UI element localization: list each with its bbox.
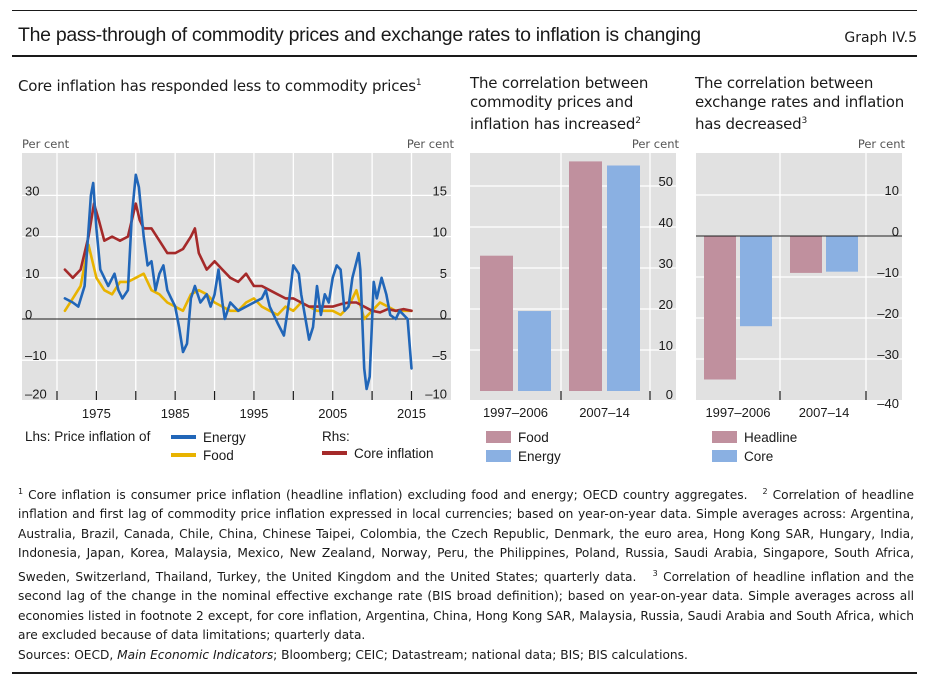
graph-title: The pass-through of commodity prices and… — [18, 24, 701, 46]
left-x-tick-label: 1985 — [161, 406, 190, 421]
right-bar-core-0 — [740, 236, 772, 327]
footnote-1-mark: 1 — [18, 487, 24, 496]
sources-prefix: Sources: OECD, — [18, 648, 118, 662]
left-panel-title-text: Core inflation has responded less to com… — [18, 77, 416, 95]
right-x-category-label: 2007–14 — [799, 405, 850, 420]
mid-y-tick-label: 10 — [659, 338, 673, 353]
right-bar-core-1 — [826, 236, 858, 272]
mid-legend-label-energy: Energy — [518, 449, 561, 464]
right-bar-headline-0 — [704, 236, 736, 380]
legend-lhs-label: Lhs: Price inflation of — [25, 429, 151, 444]
left-x-tick-label: 2005 — [318, 406, 347, 421]
left-x-tick-label: 1975 — [82, 406, 111, 421]
mid-y-tick-label: 40 — [659, 215, 673, 230]
right-legend-swatch-headline — [712, 431, 737, 443]
footnote-ref-2: 2 — [635, 116, 641, 126]
footnote-2: Correlation of headline inflation and fi… — [18, 488, 915, 584]
sources-italic: Main Economic Indicators — [117, 648, 274, 662]
mid-legend-label-food: Food — [518, 430, 549, 445]
bottom-rule — [12, 672, 917, 674]
right-bar-headline-1 — [790, 236, 822, 273]
mid-x-category-label: 1997–2006 — [483, 405, 548, 420]
top-rule — [12, 10, 917, 11]
right-y-tick-label: 0 — [892, 224, 899, 239]
mid-y-tick-label: 50 — [659, 174, 673, 189]
right-y-tick-label: –40 — [877, 396, 899, 411]
footnote-ref-1: 1 — [415, 78, 422, 88]
right-panel-title-text: The correlation between exchange rates a… — [695, 74, 905, 133]
mid-y-unit-label: Per cent — [632, 137, 680, 151]
footnote-1: Core inflation is consumer price inflati… — [28, 488, 748, 503]
legend-rhs-label: Rhs: — [322, 429, 350, 444]
mid-bar-food-0 — [480, 255, 513, 391]
footnote-3-mark: 3 — [652, 568, 658, 578]
sources-line: Sources: OECD, Main Economic Indicators;… — [18, 648, 688, 662]
mid-x-category-label: 2007–14 — [579, 405, 630, 420]
mid-bar-energy-1 — [607, 165, 640, 391]
left-y2-tick-label: 5 — [440, 266, 447, 281]
footnote-3: Correlation of headline inflation and th… — [18, 569, 915, 642]
left-y-tick-label: –20 — [25, 386, 47, 401]
left-y2-tick-label: 15 — [433, 183, 447, 198]
right-legend-label-headline: Headline — [744, 430, 797, 445]
series-line-energy — [63, 173, 413, 391]
legend-label-energy: Energy — [203, 430, 246, 445]
left-y-tick-label: 30 — [25, 183, 39, 198]
right-x-category-label: 1997–2006 — [705, 405, 770, 420]
footnote-2-mark: 2 — [762, 487, 768, 496]
left-x-tick-label: 1995 — [239, 406, 268, 421]
left-y-tick-label: 0 — [25, 307, 32, 322]
mid-y-tick-label: 0 — [666, 387, 673, 402]
right-y-tick-label: –30 — [877, 347, 899, 362]
right-panel-title: The correlation between exchange rates a… — [695, 74, 905, 134]
footnote-ref-3: 3 — [801, 116, 808, 126]
mid-legend-swatch-food — [486, 431, 511, 443]
legend-label-core-inflation: Core inflation — [354, 446, 434, 461]
mid-bar-food-1 — [569, 161, 602, 391]
right-legend-swatch-core — [712, 450, 737, 462]
charts-canvas: Per cent Per cent –20 –10 0 10 20 30 –10 –5 0 5 10 15… — [22, 137, 906, 464]
left-y2-unit-label: Per cent — [407, 137, 455, 151]
left-x-tick-label: 2015 — [397, 406, 426, 421]
right-y-unit-label: Per cent — [858, 137, 906, 151]
left-y2-tick-label: –5 — [433, 348, 447, 363]
mid-y-tick-label: 30 — [659, 256, 673, 271]
left-panel-title: Core inflation has responded less to com… — [18, 74, 422, 96]
right-y-tick-label: 10 — [885, 183, 899, 198]
right-legend-label-core: Core — [744, 449, 773, 464]
sources-suffix: ; Bloomberg; CEIC; Datastream; national … — [273, 648, 688, 662]
mid-y-tick-label: 20 — [659, 297, 673, 312]
left-y-tick-label: 20 — [25, 225, 39, 240]
mid-bar-energy-0 — [518, 311, 551, 391]
left-y2-tick-label: –10 — [425, 386, 447, 401]
left-y-unit-label: Per cent — [22, 137, 70, 151]
mid-panel-title: The correlation between commodity prices… — [470, 74, 670, 134]
legend-label-food: Food — [203, 448, 234, 463]
left-y-tick-label: 10 — [25, 266, 39, 281]
left-y-tick-label: –10 — [25, 348, 47, 363]
left-y2-tick-label: 10 — [433, 225, 447, 240]
footnotes: 1 Core inflation is consumer price infla… — [18, 482, 914, 645]
left-y2-tick-label: 0 — [440, 307, 447, 322]
mid-panel-title-text: The correlation between commodity prices… — [470, 74, 649, 133]
mid-legend-swatch-energy — [486, 450, 511, 462]
graph-id: Graph IV.5 — [844, 30, 917, 46]
right-y-tick-label: –20 — [877, 306, 899, 321]
title-rule — [12, 55, 917, 57]
right-y-tick-label: –10 — [877, 265, 899, 280]
